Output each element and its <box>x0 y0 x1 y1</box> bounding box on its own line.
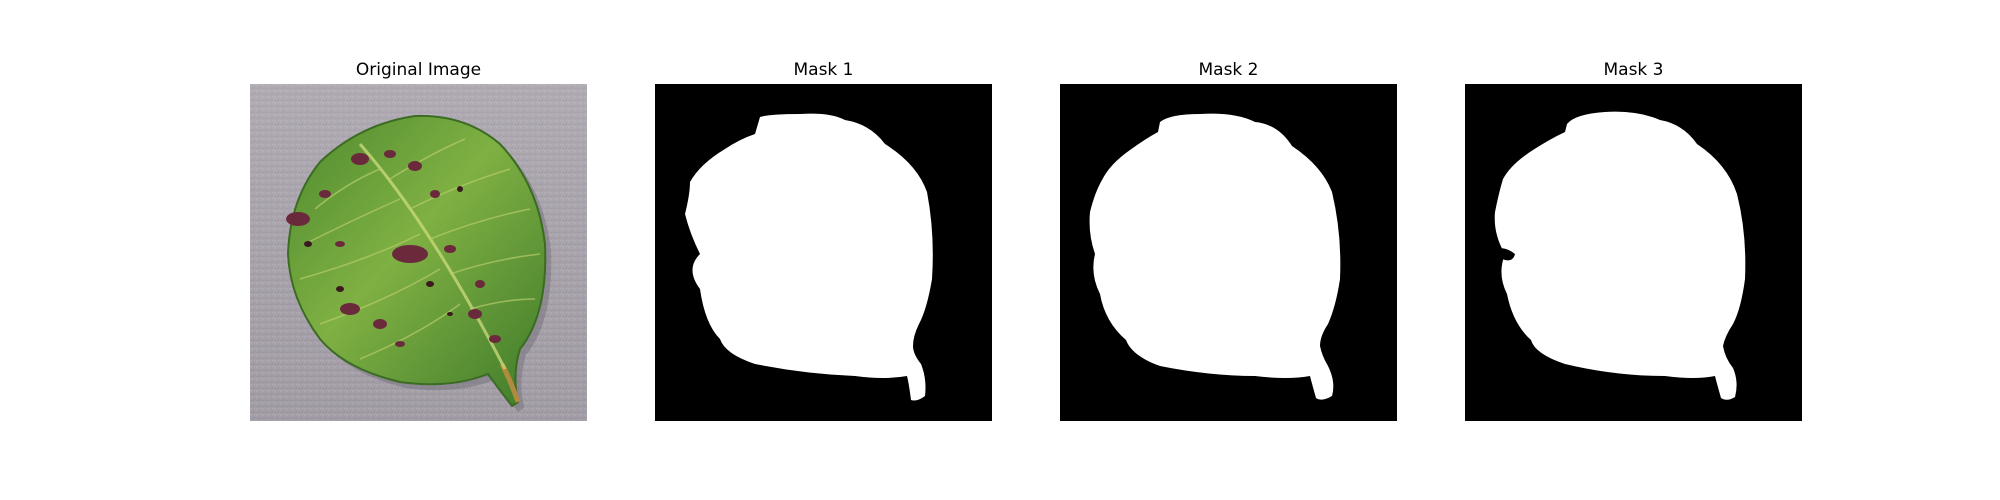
mask-2-panel: Mask 2 <box>1060 58 1397 421</box>
mask-2-image <box>1060 84 1397 421</box>
mask-3-title: Mask 3 <box>1603 60 1664 80</box>
mask-1-title: Mask 1 <box>793 60 854 80</box>
original-image-panel: Original Image <box>250 58 587 421</box>
original-leaf-image <box>250 84 587 421</box>
mask-1-image <box>655 84 992 421</box>
mask-3-panel: Mask 3 <box>1465 58 1802 421</box>
mask-1-panel: Mask 1 <box>655 58 992 421</box>
mask-3-image <box>1465 84 1802 421</box>
original-image-title: Original Image <box>355 60 482 80</box>
mask-2-title: Mask 2 <box>1198 60 1259 80</box>
